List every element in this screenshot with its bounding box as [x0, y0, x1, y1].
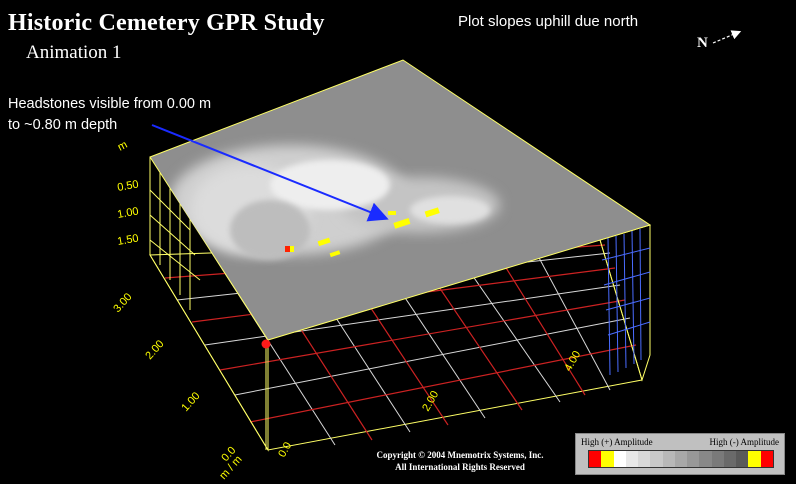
legend-swatch — [662, 451, 675, 467]
legend-swatch — [613, 451, 626, 467]
annotation-line-2: to ~0.80 m depth — [8, 117, 118, 133]
copyright-line-2: All International Rights Reserved — [395, 462, 525, 472]
legend-swatch — [674, 451, 688, 467]
annotation-arrow — [151, 124, 389, 222]
depth-tick-1-50: 1.50 — [116, 232, 139, 248]
north-arrow-icon — [712, 30, 742, 44]
legend-swatch — [748, 451, 761, 467]
bottom-axis-labels: 0.0 2.00 4.00 — [276, 349, 583, 460]
depth-slice-surface — [149, 59, 652, 341]
page-subtitle: Animation 1 — [26, 42, 122, 63]
anomaly-yellow-3 — [317, 237, 331, 247]
legend-left-label: High (+) Amplitude — [581, 437, 653, 447]
left-tick-2-00: 2.00 — [143, 338, 166, 362]
origin-marker — [261, 339, 271, 349]
anomaly-yellow-1 — [393, 218, 411, 229]
legend-color-scale — [588, 450, 774, 468]
legend-swatch — [760, 451, 773, 467]
legend-swatch — [736, 451, 749, 467]
legend-swatch — [699, 451, 712, 467]
depth-axis-labels: m 0.50 1.00 1.50 — [116, 139, 140, 248]
anomaly-yellow-6 — [290, 246, 294, 252]
bottom-tick-0-0: 0.0 — [276, 440, 294, 459]
left-tick-1-00: 1.00 — [179, 390, 202, 414]
legend-right-label: High (-) Amplitude — [709, 437, 780, 447]
slope-note: Plot slopes uphill due north — [458, 13, 639, 30]
page-title: Historic Cemetery GPR Study — [8, 10, 325, 36]
anomaly-yellow-5 — [388, 211, 396, 215]
annotation-text: Headstones visible from 0.00 m to ~0.80 … — [8, 94, 308, 136]
legend-swatch — [711, 451, 724, 467]
legend-swatch — [687, 451, 700, 467]
copyright-notice: Copyright © 2004 Mnemotrix Systems, Inc.… — [352, 449, 568, 473]
bottom-tick-4-00: 4.00 — [562, 349, 583, 374]
depth-tick-1-00: 1.00 — [116, 205, 139, 221]
legend-swatch — [638, 451, 651, 467]
depth-tick-0-50: 0.50 — [116, 178, 139, 194]
anomaly-yellow-2 — [424, 207, 440, 218]
legend-swatch — [625, 451, 639, 467]
legend-swatch — [723, 451, 737, 467]
left-tick-3-00: 3.00 — [111, 291, 134, 315]
north-label: N — [697, 35, 708, 51]
left-axis-labels: 3.00 2.00 1.00 0.0 m / m — [111, 291, 244, 482]
amplitude-legend: High (+) Amplitude High (-) Amplitude — [575, 433, 785, 475]
depth-unit-label: m — [116, 139, 130, 154]
copyright-line-1: Copyright © 2004 Mnemotrix Systems, Inc. — [376, 450, 544, 460]
legend-swatch — [650, 451, 663, 467]
annotation-line-1: Headstones visible from 0.00 m — [8, 96, 212, 112]
anomaly-yellow-4 — [329, 250, 341, 258]
anomaly-red — [285, 246, 291, 252]
right-face-grid — [599, 224, 651, 382]
legend-swatch — [589, 451, 602, 467]
legend-swatch — [601, 451, 614, 467]
left-face-grid — [149, 157, 269, 452]
